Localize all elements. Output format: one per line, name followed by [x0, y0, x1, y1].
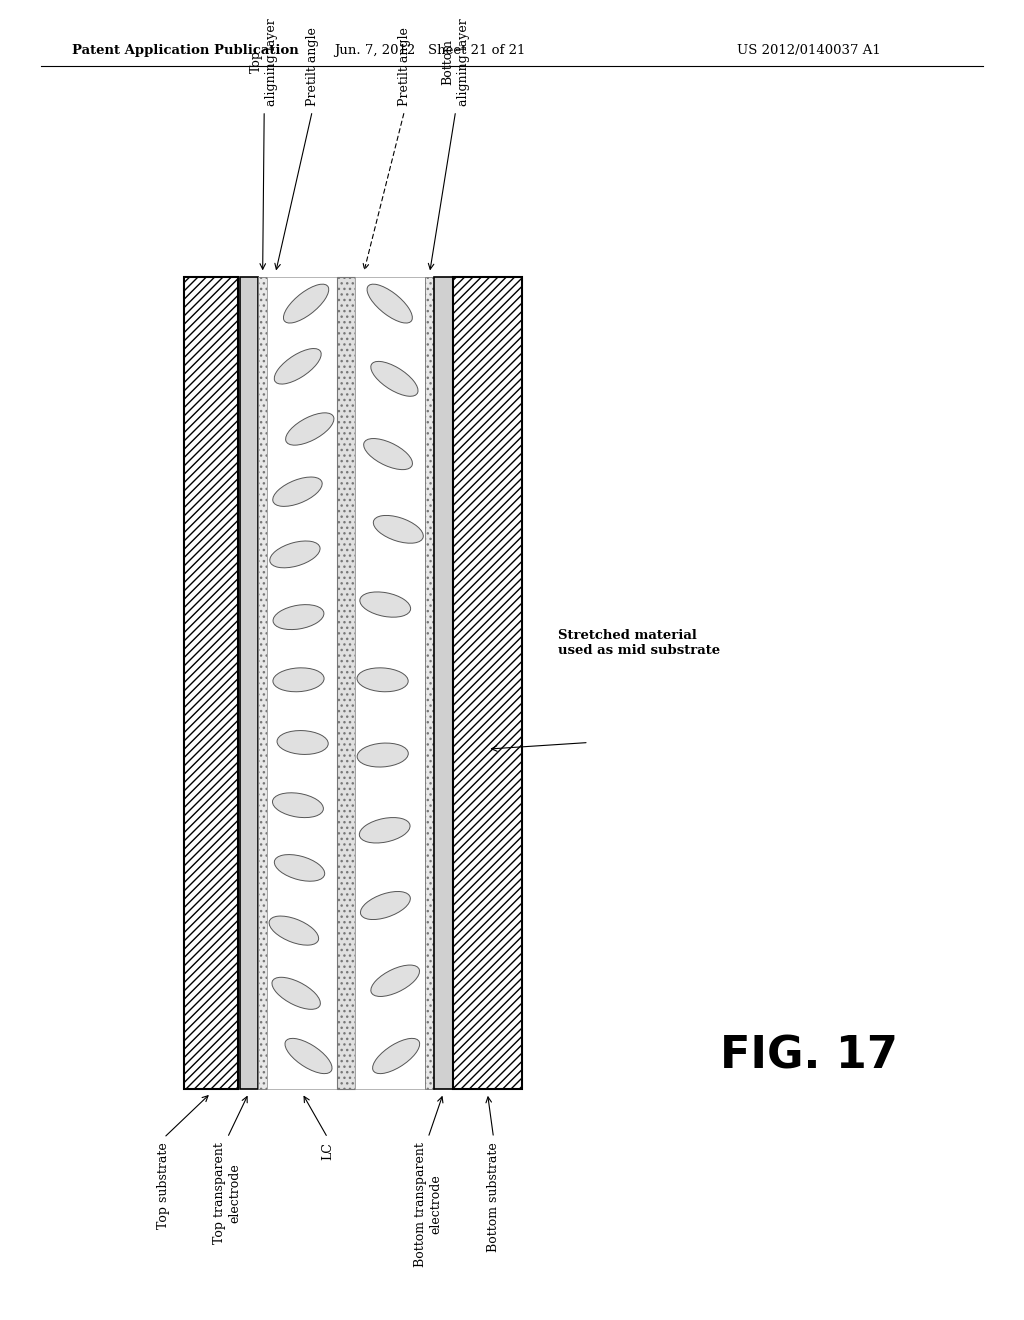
Text: Top
aligning layer: Top aligning layer: [250, 18, 279, 106]
Ellipse shape: [364, 438, 413, 470]
Text: LC: LC: [322, 1142, 334, 1160]
Ellipse shape: [371, 362, 418, 396]
Ellipse shape: [278, 730, 329, 755]
Ellipse shape: [359, 591, 411, 618]
Text: FIG. 17: FIG. 17: [720, 1035, 898, 1077]
Ellipse shape: [269, 541, 321, 568]
Bar: [258, 277, 267, 1089]
Text: Bottom substrate: Bottom substrate: [487, 1142, 500, 1251]
Ellipse shape: [360, 891, 411, 920]
Ellipse shape: [274, 854, 325, 882]
Ellipse shape: [357, 743, 409, 767]
Bar: [425, 277, 434, 1089]
Bar: [355, 277, 425, 1089]
Text: Patent Application Publication: Patent Application Publication: [72, 44, 298, 57]
Ellipse shape: [285, 1039, 332, 1073]
Ellipse shape: [273, 605, 324, 630]
Text: Pretilt angle: Pretilt angle: [398, 26, 411, 106]
Bar: [267, 277, 337, 1089]
Ellipse shape: [269, 916, 318, 945]
Ellipse shape: [272, 793, 324, 817]
Text: Jun. 7, 2012   Sheet 21 of 21: Jun. 7, 2012 Sheet 21 of 21: [335, 44, 525, 57]
Ellipse shape: [286, 413, 334, 445]
Ellipse shape: [284, 284, 329, 323]
Ellipse shape: [357, 668, 409, 692]
Ellipse shape: [371, 965, 420, 997]
Bar: [184, 277, 238, 1089]
Bar: [453, 277, 522, 1089]
Bar: [337, 277, 355, 1089]
Bar: [434, 277, 453, 1089]
Ellipse shape: [273, 668, 324, 692]
Text: Bottom transparent
electrode: Bottom transparent electrode: [414, 1142, 442, 1267]
Text: US 2012/0140037 A1: US 2012/0140037 A1: [737, 44, 881, 57]
Text: Bottom
aligning layer: Bottom aligning layer: [441, 18, 470, 106]
Text: Top substrate: Top substrate: [158, 1142, 170, 1229]
Ellipse shape: [272, 977, 321, 1010]
Ellipse shape: [373, 1039, 420, 1073]
Text: Top transparent
electrode: Top transparent electrode: [213, 1142, 242, 1243]
Ellipse shape: [359, 817, 410, 843]
Text: Stretched material
used as mid substrate: Stretched material used as mid substrate: [558, 630, 720, 657]
Ellipse shape: [274, 348, 322, 384]
Bar: [240, 277, 258, 1089]
Text: Pretilt angle: Pretilt angle: [306, 26, 318, 106]
Ellipse shape: [272, 477, 323, 507]
Ellipse shape: [367, 284, 413, 323]
Ellipse shape: [374, 515, 423, 544]
